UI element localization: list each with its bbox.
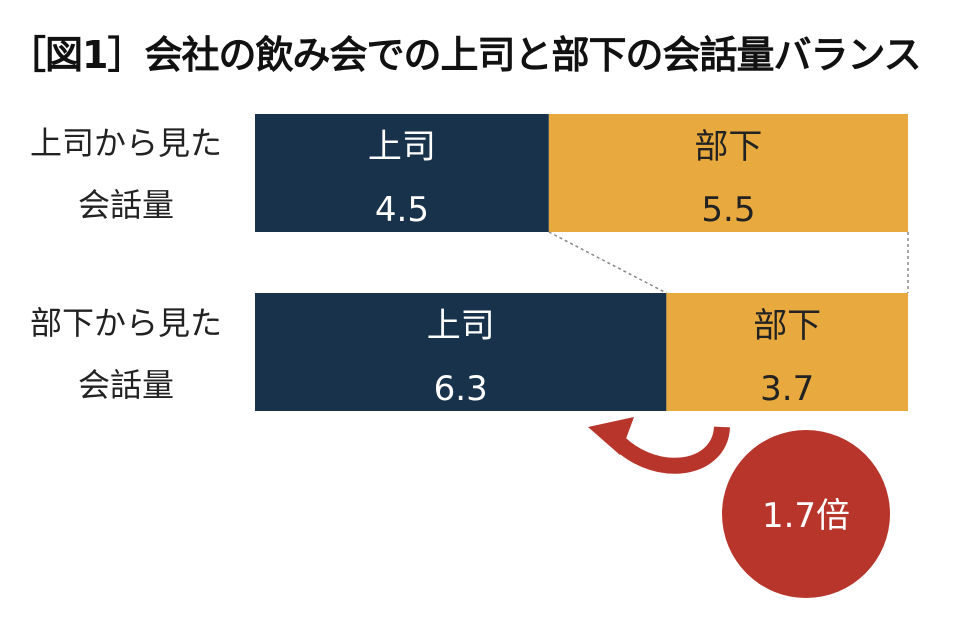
chart-title: ［図1］会社の飲み会での上司と部下の会話量バランス bbox=[8, 33, 922, 77]
series-label: 部下 bbox=[753, 306, 821, 346]
row-label-line: 部下から見た bbox=[29, 304, 222, 342]
connector-line bbox=[548, 231, 667, 294]
bar-segment-subordinate bbox=[666, 293, 908, 411]
row-label-line: 上司から見た bbox=[29, 124, 222, 162]
row-label-line: 会話量 bbox=[77, 186, 174, 224]
arrow-head-icon bbox=[588, 417, 634, 455]
ratio-badge bbox=[722, 430, 890, 598]
ratio-badge-text: 1.7倍 bbox=[762, 496, 850, 536]
series-label: 部下 bbox=[694, 127, 762, 167]
data-label: 4.5 bbox=[375, 190, 429, 230]
data-label: 6.3 bbox=[434, 369, 488, 409]
data-label: 3.7 bbox=[760, 369, 814, 409]
bar-segment-boss bbox=[255, 293, 667, 411]
row-label-subordinate-view: 部下から見た 会話量 bbox=[16, 292, 236, 416]
data-label: 5.5 bbox=[701, 190, 755, 230]
series-label: 上司 bbox=[368, 127, 436, 167]
curved-arrow-icon bbox=[605, 425, 730, 474]
series-label: 上司 bbox=[427, 306, 495, 346]
row-label-line: 会話量 bbox=[77, 366, 174, 404]
bar-segment-subordinate bbox=[548, 114, 908, 232]
row-label-boss-view: 上司から見た 会話量 bbox=[16, 112, 236, 236]
bar-segment-boss bbox=[255, 114, 549, 232]
